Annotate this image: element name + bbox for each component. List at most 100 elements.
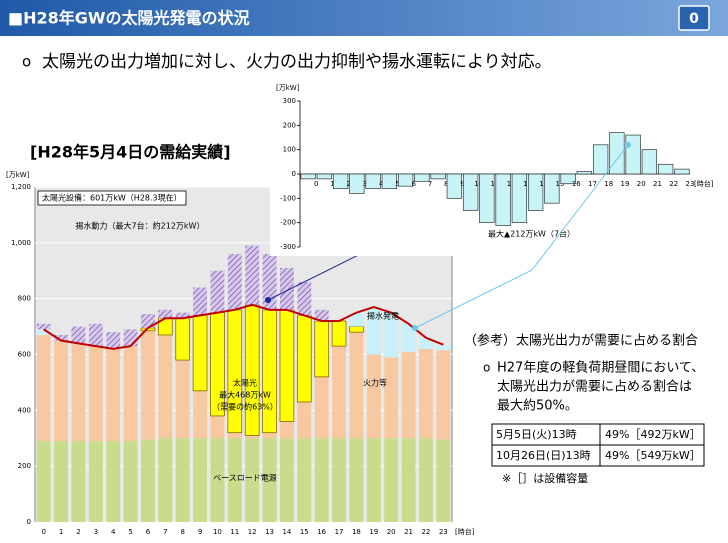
x-tick-label: 18 bbox=[604, 180, 613, 188]
connector-dot bbox=[625, 142, 631, 148]
bar-segment bbox=[88, 441, 103, 522]
bar-segment bbox=[245, 438, 260, 522]
x-tick-label: 22 bbox=[421, 528, 430, 536]
x-tick-label: 1 bbox=[59, 528, 63, 536]
x-tick-label: 4 bbox=[379, 180, 384, 188]
bar bbox=[674, 168, 690, 175]
bar bbox=[560, 173, 576, 185]
bar bbox=[495, 173, 511, 226]
bar-segment bbox=[158, 309, 173, 319]
bar-segment bbox=[140, 314, 155, 328]
bullet-text: 太陽光の出力増加に対し、火力の出力抑制や揚水運転により対応。 bbox=[42, 52, 552, 72]
x-tick-label: 4 bbox=[111, 528, 116, 536]
bar-segment bbox=[54, 334, 69, 341]
y-tick-label: -100 bbox=[280, 194, 296, 202]
bar-segment bbox=[106, 348, 121, 442]
bar-segment bbox=[106, 332, 121, 349]
x-tick-label: 1 bbox=[330, 180, 334, 188]
bar-segment bbox=[210, 438, 225, 522]
x-tick-label: 19 bbox=[369, 528, 378, 536]
bar-segment bbox=[436, 439, 451, 522]
x-unit: [時台] bbox=[694, 179, 714, 188]
x-tick-label: 16 bbox=[572, 180, 581, 188]
bar-segment bbox=[71, 441, 86, 522]
bar-segment bbox=[332, 346, 347, 439]
x-tick-label: 18 bbox=[352, 528, 361, 536]
bar bbox=[527, 173, 544, 211]
bar-segment bbox=[401, 438, 416, 522]
bar-segment bbox=[262, 309, 277, 434]
annotation: 太陽光設備：601万kW（H28.3現在） bbox=[42, 193, 182, 203]
bar-segment bbox=[210, 312, 225, 417]
bar-segment bbox=[158, 438, 173, 522]
bar bbox=[592, 144, 609, 175]
y-tick-label: 100 bbox=[283, 146, 296, 154]
x-tick-label: 5 bbox=[128, 528, 132, 536]
bar-segment bbox=[418, 438, 433, 522]
series-label: 揚水動力（最大7台：約212万kW） bbox=[76, 221, 205, 231]
bar-segment bbox=[418, 348, 433, 439]
bar-segment bbox=[36, 329, 51, 335]
bar-segment bbox=[245, 245, 260, 305]
bar bbox=[462, 173, 479, 211]
x-tick-label: 7 bbox=[428, 180, 432, 188]
table-cell: 49%［549万kW］ bbox=[605, 449, 701, 462]
x-tick-label: 7 bbox=[163, 528, 167, 536]
x-tick-label: 23 bbox=[686, 180, 695, 188]
bar-segment bbox=[349, 438, 364, 522]
bar-segment bbox=[140, 439, 155, 522]
page-box bbox=[678, 5, 710, 31]
x-tick-label: 9 bbox=[198, 528, 202, 536]
x-tick-label: 15 bbox=[300, 528, 309, 536]
bullet-marker: o bbox=[22, 53, 31, 71]
x-tick-label: 19 bbox=[621, 180, 630, 188]
y-tick-label: 400 bbox=[18, 406, 31, 414]
bar-segment bbox=[401, 351, 416, 439]
y-tick-label: 1,000 bbox=[11, 239, 31, 247]
bar-segment bbox=[436, 344, 451, 351]
note-line: 太陽光出力が需要に占める割合は bbox=[497, 379, 692, 395]
series-label: ベースロード電源 bbox=[213, 474, 277, 483]
series-label: 揚水発電 bbox=[367, 311, 399, 321]
x-tick-label: 6 bbox=[412, 180, 417, 188]
bar-segment bbox=[192, 315, 208, 392]
bar-segment bbox=[227, 254, 242, 310]
bar bbox=[300, 173, 316, 180]
x-tick-label: 13 bbox=[523, 180, 532, 188]
bar-segment bbox=[210, 415, 225, 439]
bar-segment bbox=[349, 312, 364, 327]
bar bbox=[576, 171, 593, 175]
bar-segment bbox=[418, 337, 433, 349]
y-tick-label: 200 bbox=[18, 462, 31, 470]
y-tick-label: 0 bbox=[292, 170, 296, 178]
bar-segment bbox=[123, 441, 138, 522]
bar-segment bbox=[175, 360, 190, 439]
bar-segment bbox=[279, 421, 294, 439]
note-line: H27年度の軽負荷期昼間において、 bbox=[497, 360, 704, 376]
bar-segment bbox=[262, 432, 277, 439]
bar-segment bbox=[436, 350, 451, 440]
x-tick-label: 5 bbox=[395, 180, 399, 188]
bar bbox=[316, 173, 333, 180]
x-tick-label: 0 bbox=[41, 528, 45, 536]
note-heading: （参考）太陽光出力が需要に占める割合 bbox=[464, 333, 698, 349]
main-chart: 02004006008001,0001,200[H28年5月4日の需給実績][万… bbox=[6, 143, 475, 537]
bar-segment bbox=[54, 340, 69, 442]
bar-segment bbox=[175, 438, 190, 522]
bar-segment bbox=[314, 320, 330, 378]
y-tick-label: 0 bbox=[27, 518, 31, 526]
x-tick-label: 12 bbox=[507, 180, 516, 188]
bar bbox=[365, 173, 381, 189]
bar-segment bbox=[279, 309, 295, 422]
bar bbox=[479, 173, 495, 224]
x-tick-label: 20 bbox=[387, 528, 396, 536]
bar-segment bbox=[123, 346, 138, 442]
bar-segment bbox=[210, 270, 225, 313]
table-cell: 10月26日(日)13時 bbox=[496, 449, 591, 462]
x-tick-label: 13 bbox=[265, 528, 274, 536]
bar-segment bbox=[193, 287, 208, 316]
x-tick-label: 17 bbox=[588, 180, 597, 188]
x-tick-label: 16 bbox=[317, 528, 326, 536]
x-tick-label: 0 bbox=[314, 180, 318, 188]
table-cell: 5月5日(火)13時 bbox=[496, 428, 577, 441]
